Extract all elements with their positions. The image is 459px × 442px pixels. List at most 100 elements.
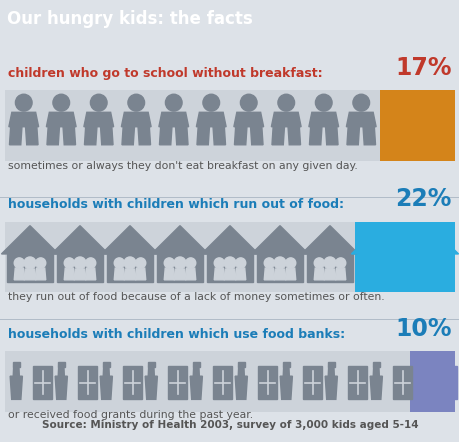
Bar <box>409 351 454 412</box>
Bar <box>192 362 199 367</box>
Polygon shape <box>138 127 150 145</box>
Polygon shape <box>401 226 458 254</box>
Polygon shape <box>323 269 335 280</box>
Polygon shape <box>84 127 97 145</box>
Polygon shape <box>309 127 321 145</box>
Polygon shape <box>233 112 263 127</box>
Polygon shape <box>85 268 95 280</box>
Polygon shape <box>124 269 136 280</box>
Bar <box>57 362 65 367</box>
Polygon shape <box>214 268 224 280</box>
Circle shape <box>414 258 423 268</box>
Polygon shape <box>164 268 174 280</box>
Circle shape <box>202 94 219 111</box>
Circle shape <box>164 258 174 268</box>
Text: children who go to school without breakfast:: children who go to school without breakf… <box>8 67 326 80</box>
Polygon shape <box>101 226 158 254</box>
Polygon shape <box>287 127 300 145</box>
Polygon shape <box>328 365 334 376</box>
Polygon shape <box>13 365 19 376</box>
Bar <box>123 366 142 400</box>
Circle shape <box>214 258 224 268</box>
Bar <box>13 362 20 367</box>
Polygon shape <box>307 254 352 282</box>
Polygon shape <box>435 268 445 280</box>
Polygon shape <box>238 365 244 376</box>
Circle shape <box>64 258 74 268</box>
Text: sometimes or always they don't eat breakfast on any given day.: sometimes or always they don't eat break… <box>8 161 357 171</box>
Polygon shape <box>362 127 375 145</box>
Polygon shape <box>351 226 408 254</box>
Circle shape <box>390 94 406 111</box>
Polygon shape <box>207 254 252 282</box>
Circle shape <box>277 94 294 111</box>
Text: or received food grants during the past year.: or received food grants during the past … <box>8 410 252 420</box>
Circle shape <box>235 258 245 268</box>
Circle shape <box>313 258 324 268</box>
Bar <box>282 362 289 367</box>
Polygon shape <box>14 268 24 280</box>
Polygon shape <box>193 365 199 376</box>
Bar <box>213 366 232 400</box>
Polygon shape <box>235 376 247 400</box>
Polygon shape <box>383 112 413 127</box>
Polygon shape <box>151 226 208 254</box>
Polygon shape <box>74 269 86 280</box>
Polygon shape <box>175 127 188 145</box>
Polygon shape <box>10 376 22 400</box>
Bar <box>78 366 97 400</box>
Polygon shape <box>10 127 22 145</box>
Polygon shape <box>285 268 295 280</box>
Polygon shape <box>1 226 58 254</box>
Text: households with children which use food banks:: households with children which use food … <box>8 328 349 341</box>
Bar <box>392 366 412 400</box>
Polygon shape <box>196 112 226 127</box>
Bar <box>327 362 334 367</box>
Bar <box>33 366 52 400</box>
Bar <box>147 362 155 367</box>
Polygon shape <box>346 127 358 145</box>
Circle shape <box>373 257 385 269</box>
Polygon shape <box>100 376 112 400</box>
Text: Our hungry kids: the facts: Our hungry kids: the facts <box>7 10 252 28</box>
Bar <box>379 90 454 161</box>
Bar <box>102 362 110 367</box>
Polygon shape <box>135 268 146 280</box>
Polygon shape <box>103 365 109 376</box>
Polygon shape <box>407 254 452 282</box>
Polygon shape <box>250 127 263 145</box>
Polygon shape <box>201 226 258 254</box>
Circle shape <box>36 258 45 268</box>
Polygon shape <box>283 365 289 376</box>
Polygon shape <box>158 112 188 127</box>
Circle shape <box>128 94 144 111</box>
Circle shape <box>385 258 395 268</box>
Polygon shape <box>257 254 302 282</box>
Polygon shape <box>308 112 338 127</box>
Polygon shape <box>84 112 113 127</box>
Polygon shape <box>64 268 74 280</box>
Circle shape <box>124 257 136 269</box>
Circle shape <box>423 257 435 269</box>
Polygon shape <box>224 269 235 280</box>
Polygon shape <box>346 112 375 127</box>
Polygon shape <box>107 254 152 282</box>
Polygon shape <box>145 376 157 400</box>
Polygon shape <box>400 127 412 145</box>
Circle shape <box>315 94 331 111</box>
Polygon shape <box>9 112 39 127</box>
Polygon shape <box>185 268 196 280</box>
Circle shape <box>74 257 86 269</box>
Polygon shape <box>263 268 274 280</box>
Polygon shape <box>63 127 75 145</box>
Circle shape <box>185 258 196 268</box>
Circle shape <box>14 258 24 268</box>
Circle shape <box>435 258 445 268</box>
Bar <box>302 366 322 400</box>
Polygon shape <box>213 127 225 145</box>
Circle shape <box>114 258 124 268</box>
Polygon shape <box>190 376 202 400</box>
Bar <box>257 366 277 400</box>
Polygon shape <box>26 127 38 145</box>
Polygon shape <box>234 127 246 145</box>
